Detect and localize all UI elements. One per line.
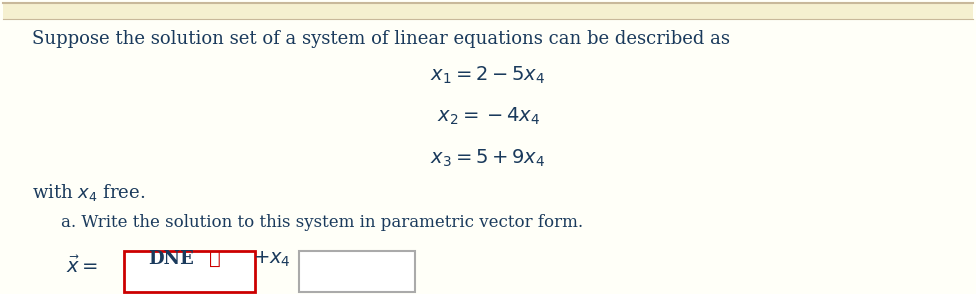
- FancyBboxPatch shape: [124, 251, 255, 292]
- Text: $x_3 = 5 + 9x_4$: $x_3 = 5 + 9x_4$: [430, 147, 546, 169]
- Text: $x_2 = -4x_4$: $x_2 = -4x_4$: [436, 106, 540, 127]
- Bar: [3, 3, 973, 19]
- Text: $\vec{x} = $: $\vec{x} = $: [65, 255, 98, 277]
- Text: $x_1 = 2 - 5x_4$: $x_1 = 2 - 5x_4$: [430, 65, 546, 86]
- Text: with $x_4$ free.: with $x_4$ free.: [32, 182, 145, 203]
- Text: $+x_4$: $+x_4$: [253, 250, 291, 269]
- Text: DNE: DNE: [148, 250, 194, 268]
- FancyBboxPatch shape: [299, 251, 415, 292]
- Text: a. Write the solution to this system in parametric vector form.: a. Write the solution to this system in …: [61, 214, 583, 231]
- Text: Suppose the solution set of a system of linear equations can be described as: Suppose the solution set of a system of …: [32, 30, 730, 48]
- Text: ✕: ✕: [209, 250, 221, 268]
